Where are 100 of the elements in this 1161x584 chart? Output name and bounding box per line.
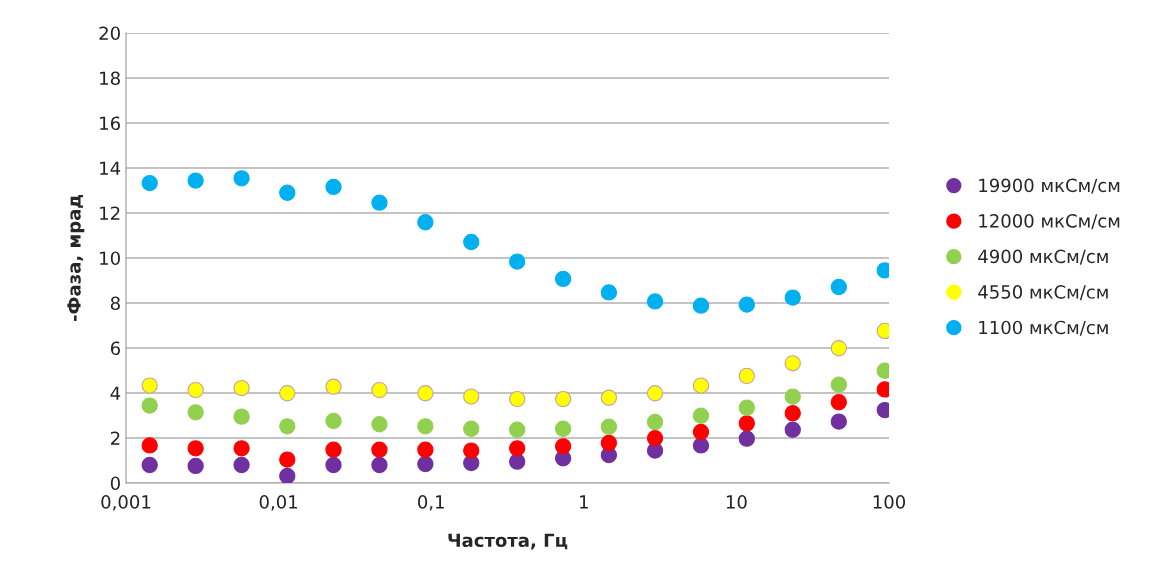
y-tick-label: 16 xyxy=(100,116,120,131)
legend-label: 4550 мкСм/см xyxy=(978,285,1108,301)
point xyxy=(417,455,434,473)
point xyxy=(509,421,526,438)
point xyxy=(371,441,388,458)
point xyxy=(600,389,618,406)
legend-label: 19900 мкСм/см xyxy=(979,178,1120,194)
point xyxy=(325,178,342,196)
point xyxy=(646,293,664,310)
y-tick-label: 20 xyxy=(99,26,120,41)
point xyxy=(830,376,847,393)
point xyxy=(417,418,434,435)
x-tick-label: 0,1 xyxy=(418,495,444,511)
point xyxy=(187,457,204,475)
point xyxy=(141,377,158,394)
point xyxy=(692,297,710,314)
y-axis-title: -Фаза, мрад xyxy=(67,195,85,321)
point xyxy=(463,442,480,459)
x-axis-title: Частота, Гц xyxy=(448,533,568,550)
point xyxy=(187,404,204,421)
legend-label: 4900 мкСм/см xyxy=(978,249,1108,265)
point xyxy=(692,407,710,424)
point xyxy=(463,233,480,251)
point xyxy=(738,296,755,313)
point xyxy=(554,420,572,437)
point xyxy=(371,381,388,399)
point xyxy=(738,430,755,447)
point xyxy=(554,270,572,288)
point xyxy=(279,451,296,468)
x-tick-label: 10 xyxy=(726,495,747,509)
point xyxy=(371,194,388,211)
point xyxy=(279,418,296,435)
point xyxy=(784,289,801,306)
x-tick-label: 0,001 xyxy=(101,495,151,511)
point xyxy=(600,284,618,301)
point xyxy=(233,408,250,425)
point xyxy=(371,416,388,433)
point xyxy=(233,170,250,187)
point xyxy=(784,388,801,405)
point xyxy=(463,420,480,437)
point xyxy=(325,378,342,395)
point xyxy=(279,385,296,402)
y-tick-label: 2 xyxy=(110,431,120,445)
y-tick-label: 10 xyxy=(100,251,120,266)
point xyxy=(141,174,158,192)
point xyxy=(417,441,434,458)
point xyxy=(554,390,572,408)
point xyxy=(784,421,801,438)
y-tick-label: 8 xyxy=(110,296,120,311)
point xyxy=(646,430,664,447)
point xyxy=(417,385,434,402)
legend-label: 12000 мкСм/см xyxy=(979,214,1120,230)
point xyxy=(187,172,204,189)
point xyxy=(187,381,204,399)
point xyxy=(509,453,526,470)
point xyxy=(141,456,158,474)
x-tick-label: 1 xyxy=(580,495,588,509)
point xyxy=(830,394,847,411)
point xyxy=(141,397,158,414)
point xyxy=(509,440,526,457)
y-tick-label: 0 xyxy=(110,476,120,491)
point xyxy=(738,415,755,432)
y-tick-label: 4 xyxy=(110,386,121,400)
point xyxy=(600,418,618,435)
point xyxy=(325,441,342,458)
y-tick-label: 12 xyxy=(100,206,120,220)
point xyxy=(784,405,801,422)
point xyxy=(784,355,801,372)
y-tick-label: 14 xyxy=(100,161,121,175)
x-tick-label: 100 xyxy=(873,495,906,509)
point xyxy=(692,377,710,394)
point xyxy=(830,340,847,357)
point xyxy=(279,184,296,201)
legend-label: 1100 мкСм/см xyxy=(979,320,1108,336)
point xyxy=(646,385,664,402)
point xyxy=(509,390,526,408)
point xyxy=(325,412,342,430)
point xyxy=(692,437,710,454)
point xyxy=(600,434,618,452)
y-tick-label: 6 xyxy=(110,341,120,356)
point xyxy=(554,438,572,455)
point xyxy=(371,456,388,474)
point xyxy=(830,413,847,430)
point xyxy=(279,467,296,483)
y-tick-label: 18 xyxy=(100,71,120,86)
point xyxy=(646,413,664,431)
point xyxy=(463,388,480,405)
point xyxy=(233,456,250,474)
point xyxy=(738,399,755,416)
point xyxy=(141,437,158,454)
point xyxy=(830,278,847,296)
point xyxy=(233,379,250,397)
point xyxy=(187,440,204,457)
point xyxy=(738,367,755,385)
point xyxy=(233,440,250,457)
point xyxy=(692,423,710,441)
point xyxy=(417,214,434,231)
x-tick-label: 0,01 xyxy=(259,495,298,511)
point xyxy=(509,253,526,270)
point xyxy=(325,456,342,474)
